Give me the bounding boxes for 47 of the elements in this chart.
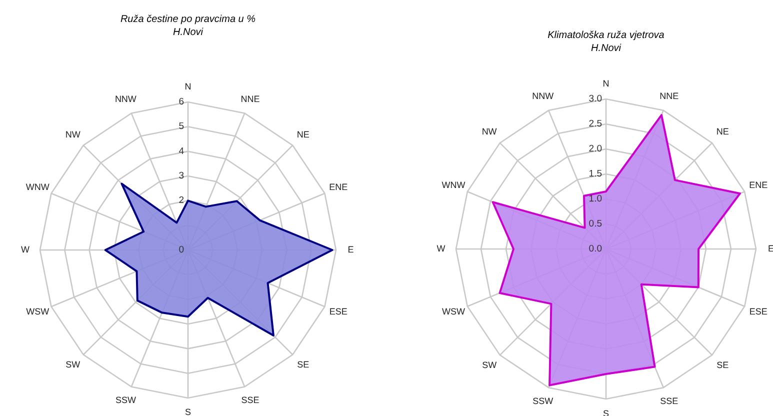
spoke-label: WSW bbox=[26, 306, 50, 317]
spoke-label: SSW bbox=[115, 394, 136, 405]
y-tick-label: 0.0 bbox=[588, 244, 602, 255]
spoke-label: ENE bbox=[749, 180, 768, 190]
spoke-label: WSW bbox=[442, 306, 466, 317]
spoke-label: ENE bbox=[329, 182, 348, 192]
spoke-label: NE bbox=[296, 129, 310, 140]
spoke-label: NNE bbox=[660, 90, 679, 101]
y-tick-label: 0 bbox=[178, 244, 184, 256]
y-tick-label: 6 bbox=[178, 96, 184, 108]
spoke-label: SSE bbox=[660, 396, 678, 406]
spoke-label: NNW bbox=[114, 94, 137, 104]
spoke-label: N bbox=[602, 78, 610, 88]
spoke-label: NNW bbox=[532, 90, 554, 101]
chart-subtitle: H.Novi bbox=[590, 43, 622, 54]
y-tick-label: 3.0 bbox=[588, 94, 602, 105]
spoke-label: ESE bbox=[329, 306, 348, 317]
spoke-label: NNE bbox=[240, 94, 260, 104]
y-tick-label: 3 bbox=[178, 170, 184, 182]
spoke-label: SE bbox=[297, 359, 310, 370]
spoke-label: N bbox=[184, 82, 192, 92]
chart-title: Ruža čestine po pravcima u % bbox=[120, 14, 256, 25]
y-tick-label: 2 bbox=[178, 195, 184, 206]
spoke-label: SE bbox=[716, 360, 729, 370]
spoke-label: E bbox=[348, 244, 354, 254]
spoke-label: NW bbox=[65, 129, 81, 140]
y-tick-label: 2.5 bbox=[588, 118, 602, 130]
spoke-label: NE bbox=[716, 126, 729, 137]
spoke-label: S bbox=[184, 407, 192, 416]
chart-title: Klimatološka ruža vjetrova bbox=[548, 30, 665, 41]
spoke-label: ESE bbox=[749, 306, 768, 317]
spoke-label: W bbox=[20, 244, 30, 254]
y-tick-label: 1.0 bbox=[588, 194, 602, 205]
y-tick-label: 1.5 bbox=[588, 168, 602, 180]
spoke-label: NW bbox=[482, 126, 498, 137]
spoke-label: W bbox=[436, 243, 446, 254]
y-tick-label: 2.0 bbox=[588, 144, 602, 155]
spoke-label: SW bbox=[482, 360, 498, 370]
spoke-label: WNW bbox=[26, 182, 50, 192]
y-tick-label: 5 bbox=[178, 121, 184, 132]
chart-subtitle: H.Novi bbox=[172, 27, 204, 38]
spoke-label: SSE bbox=[241, 394, 260, 405]
y-tick-label: 4 bbox=[178, 146, 184, 157]
spoke-label: SSW bbox=[532, 396, 554, 406]
spoke-label: WNW bbox=[442, 180, 466, 190]
y-tick-label: 0.5 bbox=[588, 218, 602, 230]
spoke-label: SW bbox=[66, 359, 81, 370]
